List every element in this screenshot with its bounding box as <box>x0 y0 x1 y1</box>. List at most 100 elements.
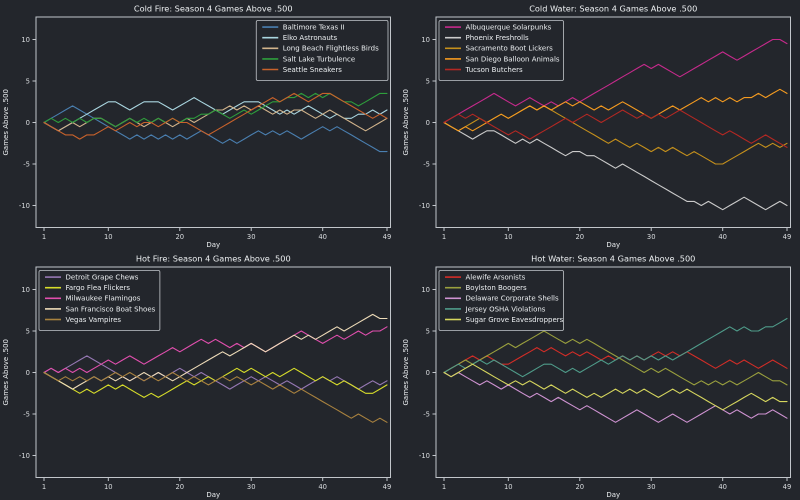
line-vegas-vampires <box>43 371 388 423</box>
line-albuquerque-solarpunks <box>443 38 788 124</box>
y-tick-label: -5 <box>423 160 430 168</box>
line-sugar-grove-eavesdroppers <box>443 363 788 411</box>
x-tick-label: 30 <box>647 233 656 241</box>
x-tick-label: 20 <box>575 233 584 241</box>
legend-label: Sugar Grove Eavesdroppers <box>466 316 564 324</box>
legend-label: San Diego Balloon Animals <box>466 55 560 63</box>
y-tick-label: -10 <box>419 202 430 210</box>
x-tick-label: 30 <box>247 483 256 491</box>
x-tick-label: 20 <box>175 483 184 491</box>
legend: Baltimore Texas II Elko Astronauts Long Be… <box>255 20 389 81</box>
y-tick-label: 5 <box>26 77 30 85</box>
y-tick-label: 0 <box>426 369 430 377</box>
legend-label: Long Beach Flightless Birds <box>283 45 379 53</box>
x-tick-label: 30 <box>247 233 256 241</box>
legend: Albuquerque Solarpunks Phoenix Freshrolls… <box>438 20 564 81</box>
legend-label: Jersey OSHA Violations <box>465 305 546 313</box>
line-phoenix-freshrolls <box>443 121 788 211</box>
y-tick-label: 0 <box>26 369 30 377</box>
x-tick-label: 40 <box>718 233 727 241</box>
y-tick-label: 0 <box>426 119 430 127</box>
line-jersey-osha-violations <box>443 317 788 378</box>
y-axis-label: Games Above .500 <box>402 339 410 406</box>
y-tick-label: -10 <box>419 452 430 460</box>
chart-title: Cold Water: Season 4 Games Above .500 <box>529 4 697 14</box>
y-axis-label: Games Above .500 <box>2 339 10 406</box>
x-axis-label: Day <box>206 241 220 249</box>
y-tick-label: 0 <box>26 119 30 127</box>
y-tick-label: 10 <box>21 36 30 44</box>
x-axis-label: Day <box>606 491 620 499</box>
legend-label: Baltimore Texas II <box>283 24 345 32</box>
chart-title: Hot Fire: Season 4 Games Above .500 <box>136 254 291 264</box>
x-tick-label: 49 <box>783 483 792 491</box>
line-baltimore-texas-ii <box>43 105 388 153</box>
chart-svg-cold-fire: Cold Fire: Season 4 Games Above .500 -10 -… <box>0 0 400 250</box>
line-milwaukee-flamingos <box>43 326 388 374</box>
legend-label: Vegas Vampires <box>66 316 122 324</box>
panel-hot-fire: Hot Fire: Season 4 Games Above .500 -10 -5… <box>0 250 400 500</box>
legend-label: Alewife Arsonists <box>466 274 526 282</box>
y-tick-label: -10 <box>19 452 30 460</box>
y-tick-label: -10 <box>19 202 30 210</box>
y-tick-label: 5 <box>426 327 430 335</box>
y-axis-label: Games Above .500 <box>2 89 10 156</box>
legend-box <box>438 270 564 331</box>
x-tick-label: 20 <box>575 483 584 491</box>
panel-cold-water: Cold Water: Season 4 Games Above .500 -10… <box>400 0 800 250</box>
x-tick-label: 49 <box>383 483 392 491</box>
x-tick-label: 40 <box>318 233 327 241</box>
x-axis-label: Day <box>206 491 220 499</box>
legend-label: Albuquerque Solarpunks <box>466 24 552 32</box>
y-tick-label: 5 <box>426 77 430 85</box>
x-tick-label: 30 <box>647 483 656 491</box>
chart-title: Hot Water: Season 4 Games Above .500 <box>531 254 695 264</box>
y-tick-label: 10 <box>421 36 430 44</box>
line-tucson-butchers <box>443 109 788 148</box>
x-tick-label: 49 <box>783 233 792 241</box>
chart-svg-cold-water: Cold Water: Season 4 Games Above .500 -10… <box>400 0 800 250</box>
y-tick-label: -5 <box>23 160 30 168</box>
x-tick-label: 1 <box>442 483 446 491</box>
legend-label: Boylston Boogers <box>466 284 528 292</box>
panel-cold-fire: Cold Fire: Season 4 Games Above .500 -10 -… <box>0 0 400 250</box>
x-tick-label: 10 <box>504 233 513 241</box>
line-seattle-sneakers <box>43 92 388 140</box>
x-tick-label: 10 <box>104 233 113 241</box>
y-tick-label: 10 <box>421 286 430 294</box>
legend-label: Seattle Sneakers <box>283 66 342 74</box>
y-tick-label: -5 <box>423 410 430 418</box>
legend-label: Milwaukee Flamingos <box>66 295 141 303</box>
legend-label: Delaware Corporate Shells <box>466 295 559 303</box>
chart-svg-hot-water: Hot Water: Season 4 Games Above .500 -10 -… <box>400 250 800 500</box>
x-tick-label: 1 <box>42 483 46 491</box>
legend-label: Sacramento Boot Lickers <box>466 45 554 53</box>
chart-svg-hot-fire: Hot Fire: Season 4 Games Above .500 -10 -5… <box>0 250 400 500</box>
legend-label: Fargo Flea Flickers <box>66 284 131 292</box>
legend-box <box>38 270 161 331</box>
x-tick-label: 20 <box>175 233 184 241</box>
legend-label: Tucson Butchers <box>465 66 524 74</box>
x-tick-label: 10 <box>504 483 513 491</box>
x-tick-label: 10 <box>104 483 113 491</box>
x-tick-label: 1 <box>442 233 446 241</box>
legend-label: Phoenix Freshrolls <box>466 34 530 42</box>
chart-title: Cold Fire: Season 4 Games Above .500 <box>134 4 293 14</box>
line-san-diego-balloon-animals <box>443 88 788 132</box>
x-tick-label: 1 <box>42 233 46 241</box>
x-tick-label: 40 <box>318 483 327 491</box>
legend-label: Salt Lake Turbulence <box>283 55 355 63</box>
y-tick-label: 10 <box>21 286 30 294</box>
legend: Alewife Arsonists Boylston Boogers Delawar… <box>438 270 564 331</box>
y-tick-label: 5 <box>26 327 30 335</box>
legend-box <box>438 20 564 81</box>
legend-label: Detroit Grape Chews <box>66 274 139 282</box>
line-delaware-corporate-shells <box>443 371 788 423</box>
line-boylston-boogers <box>443 330 788 386</box>
panel-hot-water: Hot Water: Season 4 Games Above .500 -10 -… <box>400 250 800 500</box>
legend-label: San Francisco Boat Shoes <box>66 305 156 313</box>
legend-label: Elko Astronauts <box>283 34 338 42</box>
y-tick-label: -5 <box>23 410 30 418</box>
x-tick-label: 49 <box>383 233 392 241</box>
